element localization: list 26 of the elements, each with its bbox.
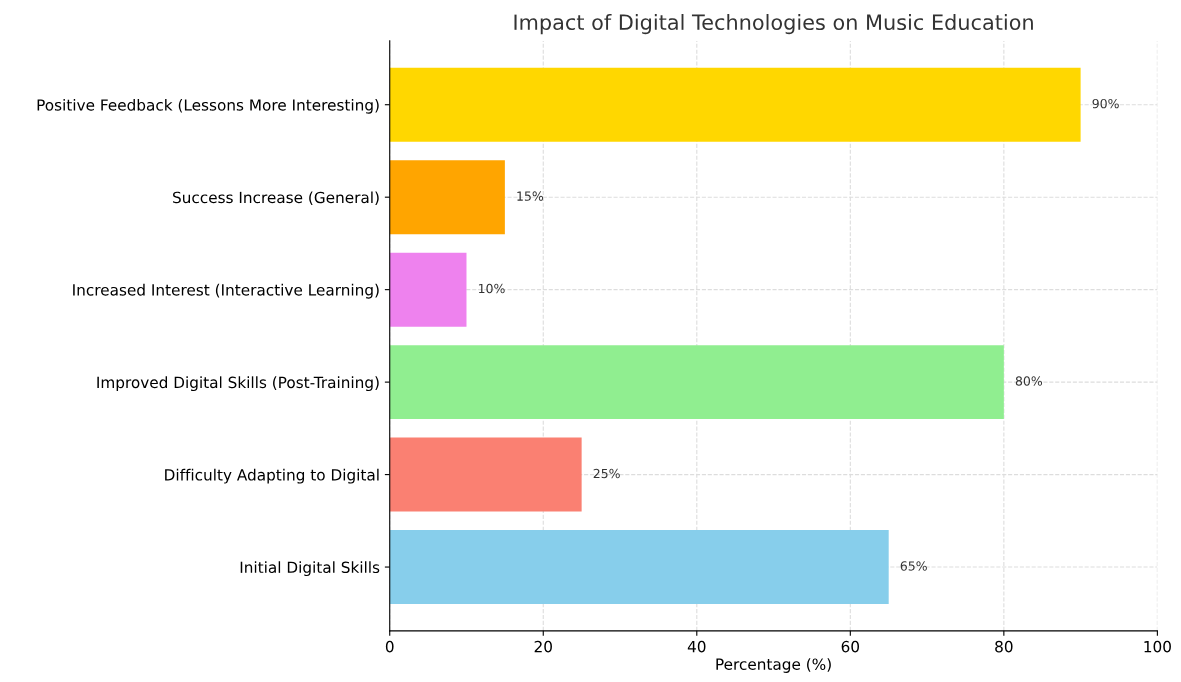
bar bbox=[389, 345, 1004, 420]
x-tick-label: 100 bbox=[1144, 640, 1171, 653]
x-tick-label: 60 bbox=[841, 640, 860, 653]
y-tick-label: Improved Digital Skills (Post-Training) bbox=[97, 376, 379, 392]
bar bbox=[389, 67, 1081, 142]
data-label: 25% bbox=[593, 468, 620, 479]
chart-title: Impact of Digital Technologies on Music Education bbox=[514, 13, 1033, 35]
y-tick-label: Difficulty Adapting to Digital bbox=[165, 468, 379, 484]
y-tick-label: Increased Interest (Interactive Learning) bbox=[73, 283, 379, 299]
bar bbox=[389, 252, 467, 327]
data-label: 65% bbox=[900, 561, 927, 571]
y-tick-label: Initial Digital Skills bbox=[240, 561, 380, 577]
bar bbox=[389, 530, 889, 605]
bar bbox=[389, 160, 505, 235]
data-label: 15% bbox=[517, 191, 544, 201]
x-tick-label: 40 bbox=[687, 640, 706, 653]
y-tick-label: Positive Feedback (Lessons More Interesting) bbox=[37, 98, 379, 114]
data-label: 10% bbox=[478, 283, 505, 294]
bar bbox=[389, 437, 582, 512]
data-label: 90% bbox=[1092, 98, 1119, 109]
y-tick-label: Success Increase (General) bbox=[173, 191, 379, 206]
data-label: 80% bbox=[1015, 376, 1043, 386]
x-tick-label: 20 bbox=[534, 640, 552, 653]
x-tick-label: 0 bbox=[385, 640, 394, 653]
x-tick-label: 80 bbox=[995, 640, 1013, 653]
x-axis-title: Percentage (%) bbox=[716, 658, 831, 673]
